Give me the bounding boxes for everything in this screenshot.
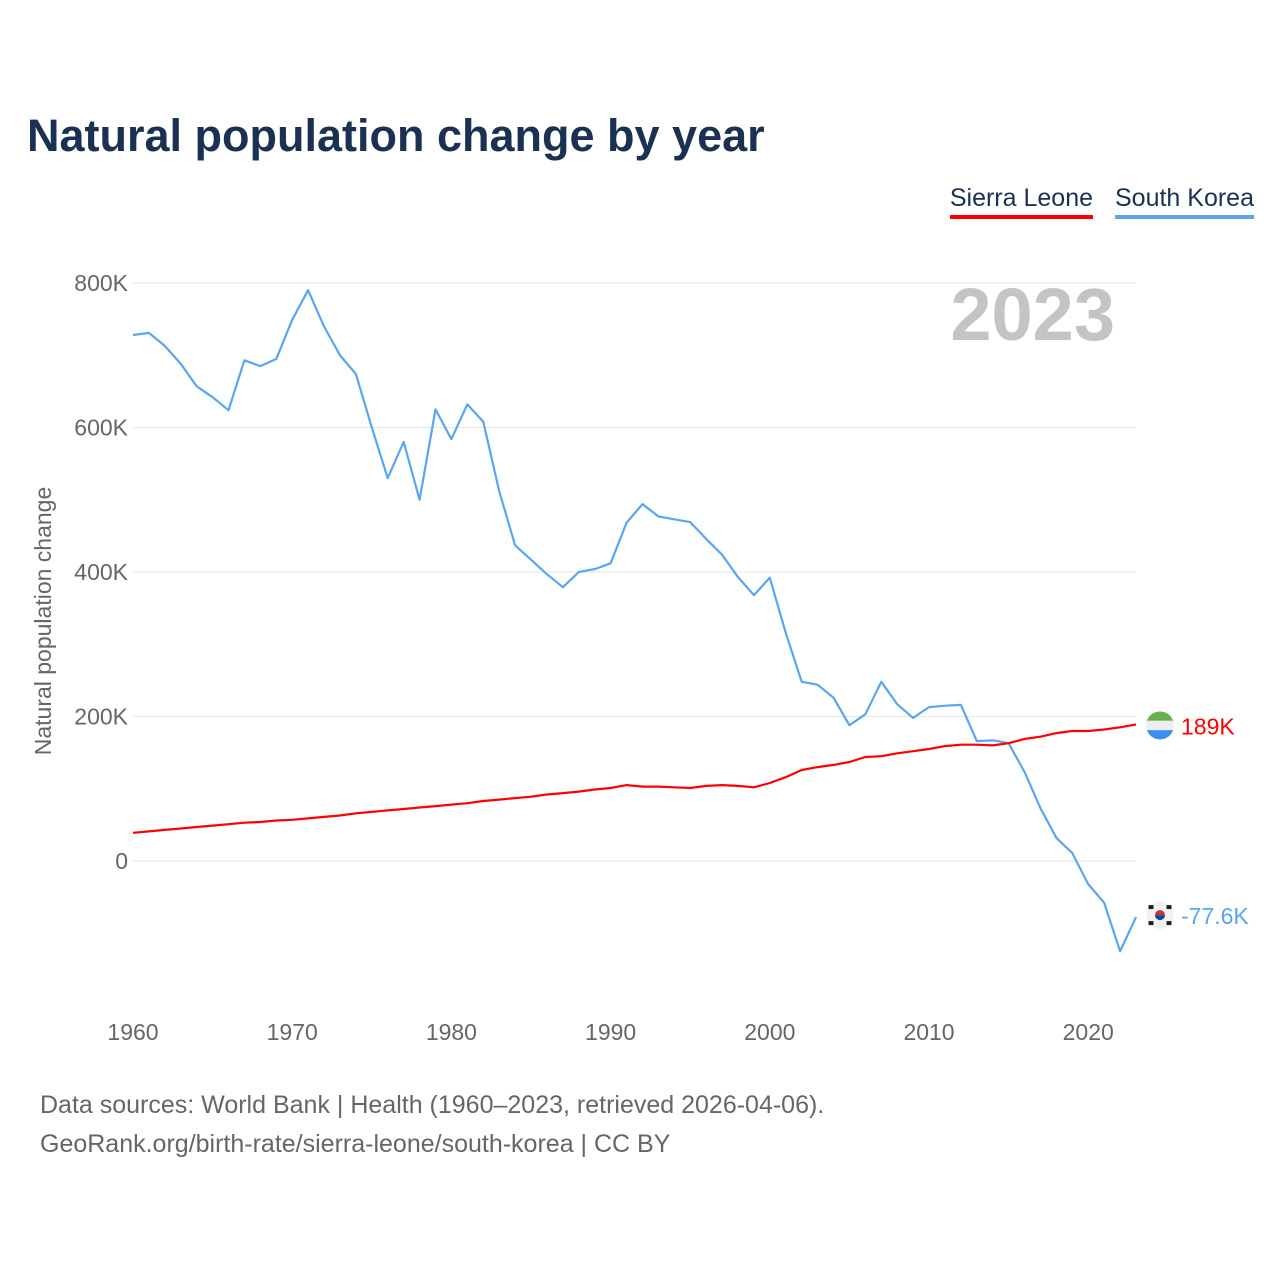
y-tick-label: 800K bbox=[74, 270, 128, 296]
y-tick-label: 200K bbox=[74, 704, 128, 730]
flag-red bbox=[1155, 910, 1165, 916]
chart-title: Natural population change by year bbox=[27, 110, 765, 161]
legend: Sierra Leone South Korea bbox=[949, 184, 1254, 219]
series-line-sierra-leone bbox=[132, 723, 1137, 834]
x-tick-label: 1970 bbox=[267, 1019, 318, 1045]
year-watermark: 2023 bbox=[950, 273, 1115, 356]
flag-trigram bbox=[1166, 905, 1172, 910]
legend-south-korea[interactable]: South Korea bbox=[1115, 184, 1254, 219]
flag-trigram bbox=[1148, 905, 1154, 910]
x-tick-label: 2010 bbox=[903, 1019, 954, 1045]
sierra-leone-flag-icon bbox=[1146, 711, 1174, 740]
flag-blue bbox=[1146, 730, 1174, 740]
footer-link[interactable]: GeoRank.org/birth-rate/sierra-leone/sout… bbox=[40, 1130, 671, 1158]
series-line-south-korea bbox=[132, 289, 1137, 953]
legend-sierra-leone[interactable]: Sierra Leone bbox=[949, 184, 1093, 219]
footer-sources: Data sources: World Bank | Health (1960–… bbox=[40, 1091, 825, 1119]
flag-trigram bbox=[1148, 921, 1154, 926]
x-tick-label: 1990 bbox=[585, 1019, 636, 1045]
y-tick-label: 0 bbox=[115, 848, 128, 874]
flag-white bbox=[1146, 720, 1174, 731]
x-tick-label: 2000 bbox=[744, 1019, 795, 1045]
flag-green bbox=[1146, 711, 1174, 721]
end-label-sierra-leone: 189K bbox=[1181, 713, 1235, 739]
x-tick-label: 2020 bbox=[1063, 1019, 1114, 1045]
footer: Data sources: World Bank | Health (1960–… bbox=[40, 1086, 824, 1164]
x-tick-label: 1960 bbox=[107, 1019, 158, 1045]
end-label-south-korea: -77.6K bbox=[1181, 903, 1249, 929]
flag-trigram bbox=[1166, 921, 1172, 926]
flag-blue bbox=[1155, 915, 1165, 921]
south-korea-flag-icon bbox=[1146, 901, 1174, 930]
y-tick-label: 600K bbox=[74, 415, 128, 441]
y-axis-label: Natural population change bbox=[30, 487, 56, 756]
y-tick-label: 400K bbox=[74, 559, 128, 585]
x-tick-label: 1980 bbox=[426, 1019, 477, 1045]
